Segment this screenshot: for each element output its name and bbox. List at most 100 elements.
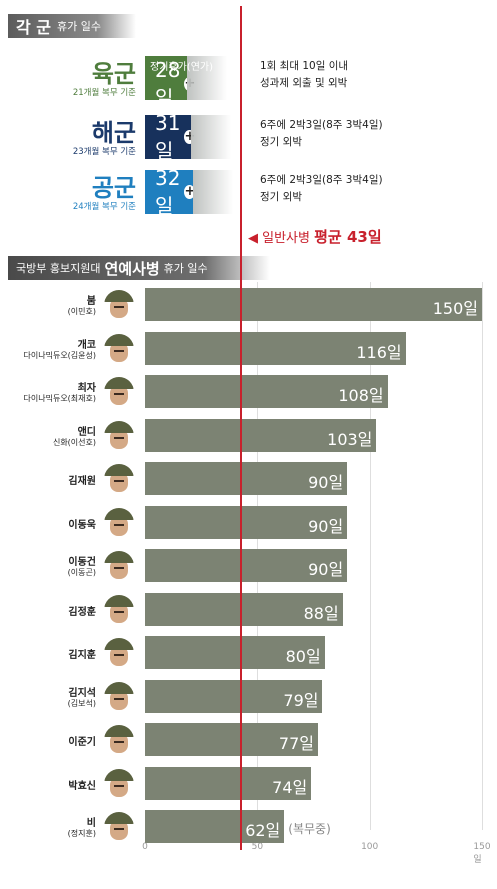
section-title: 각 군 xyxy=(16,18,52,37)
section-subtitle: 휴가 일수 xyxy=(57,20,101,33)
branch-fade xyxy=(191,115,231,159)
bar-value-label: 88일 xyxy=(303,603,339,623)
bar-value-label: 103일 xyxy=(327,429,373,449)
branch-fade xyxy=(193,170,233,214)
bar-value-label: 80일 xyxy=(285,647,321,666)
avatar-face xyxy=(110,646,128,666)
entertainer-name: 이동욱 xyxy=(68,519,96,531)
average-label: ◀ 일반사병 평균 43일 xyxy=(248,226,382,247)
avatar-eyes xyxy=(114,567,124,569)
annual-leave-label: 정기휴가(연가) xyxy=(150,62,214,73)
bar-value-label: 77일 xyxy=(278,734,314,753)
avatar-icon xyxy=(104,507,134,538)
entertainer-subname: (김보석) xyxy=(67,698,96,708)
avatar-eyes xyxy=(114,697,124,700)
branch-note-line: 성과제 외출 및 외박 xyxy=(260,77,348,89)
entertainer-subname: 신화(이선호) xyxy=(52,437,96,447)
avatar-icon xyxy=(104,638,134,668)
branch-name: 해군 xyxy=(91,119,136,147)
bar xyxy=(145,723,318,756)
avatar-face xyxy=(110,602,128,623)
avatar-face xyxy=(110,341,128,362)
x-tick-label: 100 xyxy=(361,842,379,852)
avatar-icon xyxy=(104,681,134,712)
gridline xyxy=(369,282,371,830)
avatar-icon xyxy=(104,725,134,755)
avatar-face xyxy=(110,733,128,753)
section-post: 휴가 일수 xyxy=(163,262,208,275)
bar-value-label: 150일 xyxy=(432,299,478,318)
avatar-icon xyxy=(104,551,134,581)
bar-value-label: 116일 xyxy=(356,342,402,362)
bar-value-label: 90일 xyxy=(308,473,344,492)
avatar-icon xyxy=(104,812,134,842)
section-header-entertainers: 국방부 홍보지원대 연예사병 휴가 일수 xyxy=(8,256,270,280)
avatar-cap xyxy=(104,681,134,694)
bar-value-label: 62일 xyxy=(245,821,281,840)
plus-icon: + xyxy=(184,129,196,144)
bar-value-label: 74일 xyxy=(272,777,308,797)
bar xyxy=(145,288,482,321)
entertainer-name: 이준기 xyxy=(68,737,96,748)
avatar-eyes xyxy=(114,480,124,482)
avatar-eyes xyxy=(114,784,124,787)
avatar-cap xyxy=(104,768,134,781)
bar xyxy=(145,549,348,582)
average-value: 평균 43일 xyxy=(314,228,382,246)
service-note: (복무중) xyxy=(288,822,331,836)
entertainer-name: 김지석 xyxy=(68,687,96,699)
entertainer-subname: (이민호) xyxy=(67,307,96,316)
plus-icon: + xyxy=(184,184,196,199)
avatar-face xyxy=(110,776,128,797)
avatar-face xyxy=(110,559,128,579)
section-header-branches: 각 군 휴가 일수 xyxy=(8,14,136,38)
entertainer-subname: 다이나믹듀오(최재호) xyxy=(23,394,96,403)
branch-name: 육군 xyxy=(91,60,136,88)
bar xyxy=(145,679,323,713)
entertainer-name: 앤디 xyxy=(77,426,96,438)
avatar-cap xyxy=(104,420,134,433)
bar xyxy=(145,592,343,626)
average-reference-line xyxy=(240,6,242,850)
avatar-eyes xyxy=(114,741,124,743)
branch-service: 24개월 복무 기준 xyxy=(72,202,136,212)
entertainer-subname: (이동곤) xyxy=(67,568,96,577)
bar xyxy=(145,418,377,452)
entertainer-name: 박효신 xyxy=(68,780,96,792)
avatar-eyes xyxy=(114,654,124,656)
entertainer-name: 김정훈 xyxy=(68,606,96,618)
avatar-icon xyxy=(104,420,134,451)
entertainer-name: 김지훈 xyxy=(68,650,96,661)
branch-note-line: 정기 외박 xyxy=(260,136,302,148)
entertainer-name: 개코 xyxy=(77,339,96,351)
avatar-icon xyxy=(104,290,134,320)
avatar-face xyxy=(110,472,128,492)
branch-note-line: 6주에 2박3일(8주 3박4일) xyxy=(260,119,383,131)
branch-note-line: 1회 최대 10일 이내 xyxy=(260,60,349,72)
branch-note: 6주에 2박3일(8주 3박4일) 정기 외박 xyxy=(260,117,383,151)
avatar-cap xyxy=(104,725,134,737)
bar-value-label: 90일 xyxy=(308,516,344,536)
avatar-face xyxy=(110,820,128,840)
avatar-cap xyxy=(104,551,134,563)
avatar-cap xyxy=(104,638,134,650)
branch-days-box: 31일 + xyxy=(145,111,196,163)
branch-service: 21개월 복무 기준 xyxy=(72,88,136,98)
bar xyxy=(145,331,406,365)
bar xyxy=(145,505,348,539)
section-pre: 국방부 홍보지원대 xyxy=(16,262,101,275)
branch-fade xyxy=(187,56,227,100)
avatar-face xyxy=(110,385,128,405)
avatar-face xyxy=(110,515,128,536)
avatar-face xyxy=(110,298,128,318)
entertainer-name: 붐 xyxy=(86,296,96,307)
branch-name: 공군 xyxy=(91,174,136,202)
avatar-cap xyxy=(104,594,134,607)
x-tick-label: 0 xyxy=(142,842,148,852)
bar-value-label: 79일 xyxy=(283,690,319,710)
branch-note-line: 6주에 2박3일(8주 3박4일) xyxy=(260,174,383,186)
bar xyxy=(145,375,388,408)
bar xyxy=(145,462,348,495)
x-tick-label: 150일 xyxy=(473,842,491,865)
